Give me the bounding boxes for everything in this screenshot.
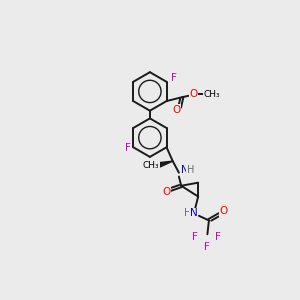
- Text: H: H: [184, 208, 192, 218]
- Text: N: N: [181, 165, 189, 176]
- Text: F: F: [125, 143, 131, 153]
- Text: F: F: [192, 232, 198, 242]
- Text: H: H: [187, 165, 194, 176]
- Polygon shape: [158, 161, 173, 167]
- Text: F: F: [171, 73, 176, 83]
- Text: F: F: [215, 232, 221, 242]
- Text: O: O: [189, 89, 198, 99]
- Text: F: F: [204, 242, 209, 252]
- Text: CH₃: CH₃: [143, 161, 160, 170]
- Text: CH₃: CH₃: [204, 90, 220, 99]
- Text: N: N: [190, 208, 197, 218]
- Text: O: O: [162, 187, 171, 197]
- Text: O: O: [219, 206, 228, 216]
- Text: O: O: [172, 104, 181, 115]
